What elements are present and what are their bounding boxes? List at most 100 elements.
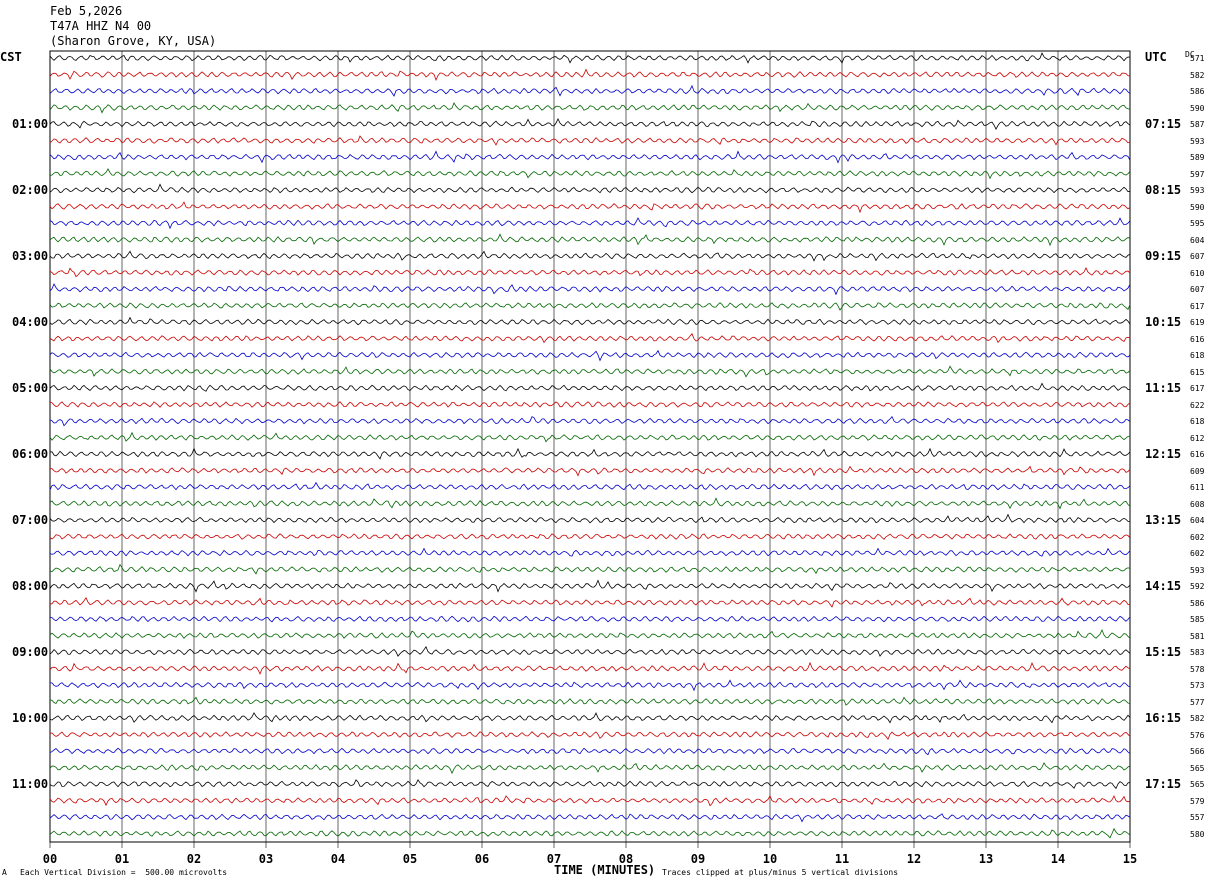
seismic-trace: [49, 813, 1131, 823]
corner-mark: A: [2, 868, 7, 877]
dc-offset-value: 610: [1190, 268, 1205, 278]
right-hour-label: 15:15: [1145, 645, 1182, 659]
seismic-trace: [49, 316, 1131, 326]
left-timezone-label: CST: [0, 50, 22, 64]
dc-offset-value: 580: [1190, 829, 1205, 839]
seismic-trace: [49, 731, 1131, 741]
x-tick-label: 14: [1050, 852, 1066, 866]
dc-offset-value: 618: [1190, 417, 1205, 426]
seismic-trace: [49, 302, 1131, 311]
x-tick-label: 07: [546, 852, 562, 866]
left-hour-label: 01:00: [12, 117, 49, 131]
seismic-trace: [49, 547, 1131, 557]
x-tick-label: 02: [186, 852, 202, 866]
x-tick-label: 12: [906, 852, 922, 866]
seismic-trace: [49, 201, 1131, 214]
seismic-trace: [49, 762, 1131, 775]
right-hour-label: 17:15: [1145, 777, 1182, 791]
station-location: (Sharon Grove, KY, USA): [50, 34, 217, 48]
seismic-trace: [49, 465, 1131, 477]
x-tick-label: 01: [114, 852, 130, 866]
dc-offset-value: 622: [1190, 400, 1205, 410]
dc-offset-value: 612: [1190, 433, 1205, 443]
dc-offset-value: 611: [1190, 483, 1205, 492]
dc-offset-value: 619: [1190, 318, 1205, 327]
seismic-trace: [49, 579, 1131, 593]
seismic-trace: [49, 513, 1130, 524]
left-hour-label: 10:00: [12, 711, 49, 725]
seismic-trace: [49, 349, 1131, 362]
dc-offset-value: 589: [1190, 153, 1205, 162]
seismic-trace: [49, 217, 1131, 230]
dc-offset-value: 607: [1190, 252, 1205, 261]
scale-note: Each Vertical Division = 500.00 microvol…: [20, 868, 228, 877]
seismic-trace: [49, 333, 1131, 344]
dc-offset-value: 604: [1190, 516, 1205, 525]
left-hour-label: 06:00: [12, 447, 49, 461]
station-code: T47A HHZ N4 00: [50, 19, 152, 33]
seismic-trace: [49, 365, 1131, 378]
dc-offset-value: 578: [1190, 664, 1205, 674]
seismic-trace: [49, 596, 1131, 608]
seismic-trace: [49, 794, 1131, 807]
seismic-trace: [49, 778, 1131, 790]
right-hour-label: 12:15: [1145, 447, 1182, 461]
seismic-trace: [49, 283, 1131, 296]
dc-offset-value: 616: [1190, 334, 1205, 344]
left-hour-label: 03:00: [12, 249, 49, 263]
dc-offset-value: 607: [1190, 285, 1205, 294]
seismic-trace: [49, 497, 1131, 510]
dc-offset-value: 595: [1190, 219, 1205, 228]
seismic-trace: [49, 645, 1131, 657]
dc-offset-value: 593: [1190, 186, 1205, 195]
dc-offset-value: 608: [1190, 499, 1205, 509]
right-hour-label: 09:15: [1145, 249, 1182, 263]
dc-offset-value: 592: [1190, 582, 1205, 591]
dc-offset-value: 586: [1190, 87, 1205, 96]
seismic-trace: [49, 250, 1131, 262]
seismic-trace: [49, 117, 1131, 130]
dc-offset-value: 602: [1190, 532, 1205, 542]
seismic-trace: [49, 150, 1131, 164]
seismic-trace: [49, 168, 1131, 180]
dc-offset-value: 587: [1190, 120, 1205, 129]
seismic-trace: [49, 135, 1131, 146]
x-axis-title: TIME (MINUTES): [554, 863, 656, 877]
left-hour-label: 02:00: [12, 183, 49, 197]
dc-offset-value: 590: [1190, 202, 1205, 212]
seismic-trace: [50, 679, 1131, 692]
dc-offset-value: 565: [1190, 763, 1205, 773]
seismic-trace: [49, 827, 1131, 839]
dc-offset-value: 579: [1190, 796, 1205, 806]
right-hour-label: 14:15: [1145, 579, 1182, 593]
left-hour-label: 11:00: [12, 777, 49, 791]
seismic-trace: [49, 661, 1131, 675]
x-tick-label: 10: [762, 852, 778, 866]
x-tick-label: 13: [978, 852, 994, 866]
left-hour-label: 04:00: [12, 315, 49, 329]
dc-offset-value: 577: [1190, 697, 1205, 707]
seismic-trace: [49, 102, 1131, 114]
dc-offset-value: 615: [1190, 367, 1205, 377]
seismic-trace: [49, 415, 1131, 427]
right-hour-label: 10:15: [1145, 315, 1182, 329]
dc-offset-value: 617: [1190, 301, 1205, 311]
left-hour-label: 09:00: [12, 645, 49, 659]
dc-offset-value: 582: [1190, 714, 1205, 723]
x-tick-label: 15: [1122, 852, 1138, 866]
x-tick-label: 09: [690, 852, 706, 866]
dc-offset-value: 604: [1190, 235, 1205, 245]
seismic-trace: [49, 382, 1131, 392]
seismic-trace: [49, 183, 1131, 194]
dc-offset-value: 573: [1190, 681, 1205, 690]
seismic-trace: [49, 431, 1131, 443]
clip-note: Traces clipped at plus/minus 5 vertical …: [662, 868, 899, 877]
dc-offset-value: 586: [1190, 598, 1205, 608]
dc-offset-value: 609: [1190, 466, 1205, 476]
dc-offset-value: 583: [1190, 648, 1205, 657]
seismic-trace: [49, 712, 1131, 724]
left-hour-label: 07:00: [12, 513, 49, 527]
seismic-trace: [49, 401, 1131, 408]
seismic-trace: [49, 615, 1131, 623]
